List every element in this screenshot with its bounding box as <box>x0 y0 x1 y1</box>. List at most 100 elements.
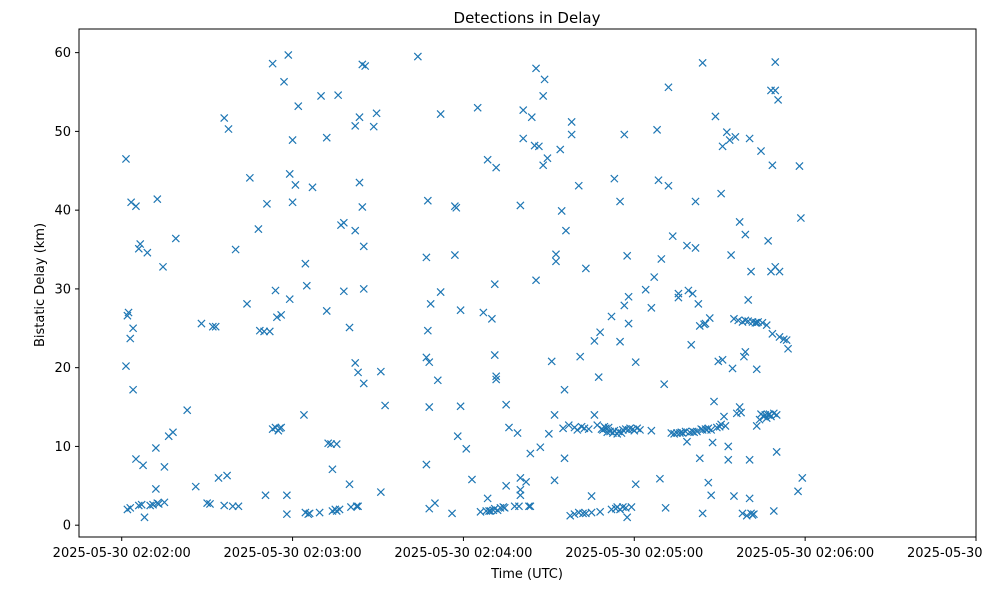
data-point <box>729 492 738 501</box>
data-point <box>282 491 291 500</box>
data-point <box>168 428 177 437</box>
data-point <box>355 178 364 187</box>
data-point <box>620 130 629 139</box>
x-tick-label: 2025-05-30 02:02:00 <box>53 546 191 561</box>
data-point <box>519 134 528 143</box>
data-point <box>146 501 155 510</box>
data-point <box>351 121 360 130</box>
data-point <box>775 332 784 341</box>
data-point <box>771 58 780 67</box>
data-point <box>352 502 361 511</box>
data-point <box>522 477 531 486</box>
data-point <box>430 499 439 508</box>
data-point <box>539 161 548 170</box>
data-point <box>513 429 522 438</box>
data-point <box>547 357 556 366</box>
data-point <box>566 511 575 520</box>
data-point <box>220 113 229 123</box>
data-point <box>564 421 573 430</box>
data-point <box>550 476 559 485</box>
data-point <box>516 491 525 500</box>
data-point <box>208 322 217 331</box>
data-point <box>701 319 710 328</box>
data-point <box>768 329 777 338</box>
data-point <box>500 503 509 512</box>
data-point <box>735 217 744 226</box>
data-point <box>456 402 465 411</box>
data-point <box>653 125 662 134</box>
data-point <box>631 480 640 489</box>
data-point <box>691 197 700 206</box>
data-point <box>728 364 737 373</box>
data-point <box>758 318 767 327</box>
data-point <box>214 473 223 482</box>
data-point <box>707 491 716 500</box>
data-point <box>272 313 281 322</box>
data-point <box>725 136 734 145</box>
data-point <box>127 198 136 207</box>
data-point <box>635 425 645 434</box>
data-point <box>129 385 138 394</box>
data-point <box>698 58 707 67</box>
data-point <box>153 195 162 204</box>
data-point <box>718 355 727 364</box>
data-point <box>436 288 445 297</box>
data-point <box>262 199 271 208</box>
data-point <box>228 502 237 511</box>
data-point <box>486 506 495 516</box>
data-point <box>707 425 716 434</box>
data-point <box>624 319 633 328</box>
data-point <box>722 128 731 137</box>
data-point <box>594 373 603 382</box>
data-point <box>423 326 432 335</box>
data-point <box>625 424 635 433</box>
data-point <box>324 439 333 448</box>
data-point <box>131 202 140 211</box>
data-point <box>661 503 670 512</box>
data-point <box>623 251 632 260</box>
chart-title: Detections in Delay <box>454 9 601 27</box>
data-point <box>570 510 579 519</box>
data-point <box>335 505 344 514</box>
data-point <box>587 508 596 517</box>
data-point <box>667 429 676 438</box>
data-point <box>456 306 465 315</box>
data-point <box>587 492 596 501</box>
data-point <box>326 440 336 449</box>
data-point <box>752 421 761 430</box>
data-point <box>687 340 696 349</box>
data-point <box>721 421 730 430</box>
data-point <box>467 475 476 484</box>
data-point <box>729 314 738 323</box>
data-point <box>351 358 360 367</box>
data-point <box>328 465 337 474</box>
data-point <box>556 145 565 154</box>
data-point <box>260 327 269 336</box>
data-point <box>268 59 277 68</box>
data-point <box>775 267 784 276</box>
data-point <box>519 106 528 115</box>
data-point <box>718 142 727 151</box>
data-point <box>372 109 381 118</box>
data-point <box>607 312 616 321</box>
data-point <box>136 239 145 249</box>
data-point <box>782 336 791 345</box>
data-point <box>567 117 576 126</box>
data-point <box>561 226 570 235</box>
data-point <box>627 503 636 512</box>
data-point <box>647 303 656 312</box>
data-point <box>744 295 753 304</box>
data-point <box>717 420 726 429</box>
data-point <box>413 52 422 61</box>
data-point <box>798 473 807 482</box>
data-point <box>712 423 721 432</box>
data-point <box>751 318 760 327</box>
data-point <box>631 358 640 367</box>
data-point <box>315 508 324 517</box>
data-point <box>423 196 432 205</box>
data-point <box>129 324 138 333</box>
data-point <box>618 503 627 512</box>
data-point <box>616 337 625 346</box>
data-point <box>684 286 693 295</box>
data-point <box>223 471 232 480</box>
